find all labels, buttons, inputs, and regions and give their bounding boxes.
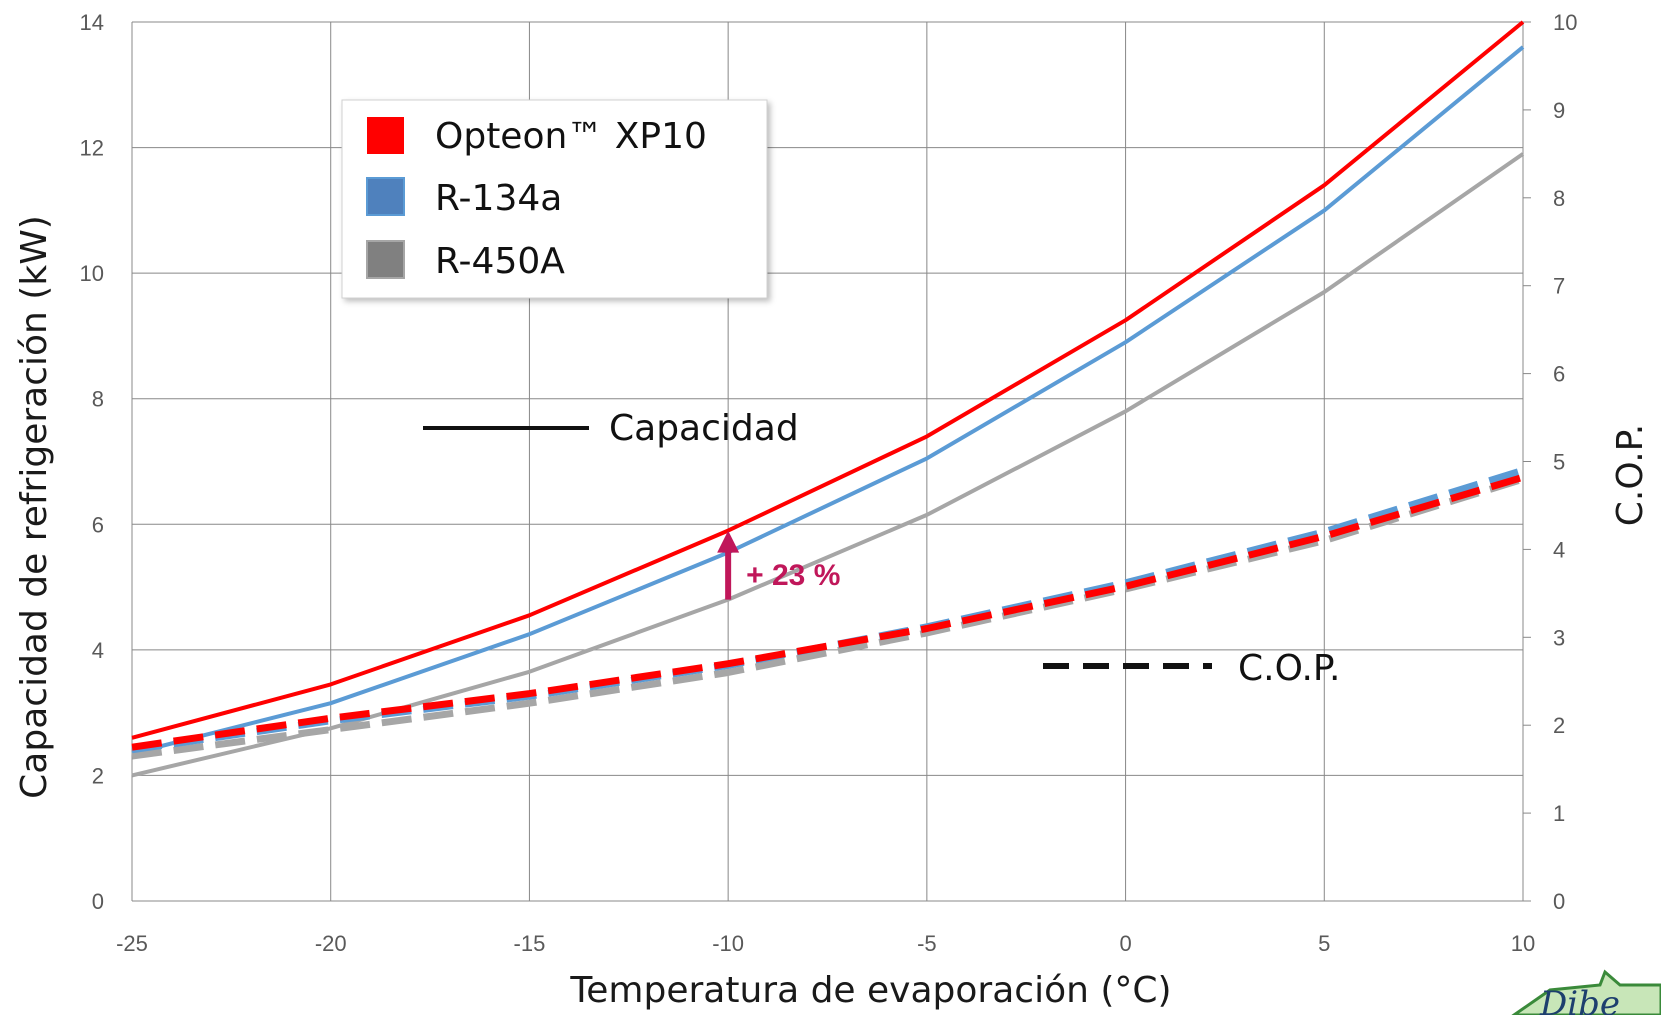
y-tick-label: 0	[92, 889, 104, 914]
y2-tick-label: 1	[1553, 801, 1565, 826]
x-tick-label: -20	[315, 931, 347, 956]
legend-swatch-r450a	[366, 240, 405, 279]
series-line-opteon-xp10-capacity	[131, 20, 1525, 740]
x-tick-label: 0	[1119, 931, 1131, 956]
logo-shape	[1511, 969, 1661, 1015]
legend: Opteon™ XP10 R-134a R-450A	[341, 99, 768, 299]
x-tick-label: -5	[917, 931, 937, 956]
legend-swatch-r134a	[366, 177, 405, 216]
legend-box	[341, 99, 768, 299]
x-tick-label: -15	[514, 931, 546, 956]
grid	[131, 21, 1524, 902]
legend-label-r134a: R-134a	[435, 178, 562, 219]
y2-tick-label: 9	[1553, 98, 1565, 123]
series-line-r-134a-capacity	[131, 45, 1525, 756]
series-line-r-134a-cop	[131, 466, 1525, 754]
y2-tick-label: 3	[1553, 625, 1565, 650]
y2-tick-label: 2	[1553, 713, 1565, 738]
y2-tick-label: 8	[1553, 186, 1565, 211]
x-tick-label: -25	[116, 931, 148, 956]
x-axis-title: Temperatura de evaporación (°C)	[569, 970, 1171, 1011]
y-tick-label: 14	[80, 10, 104, 35]
x-tick-label: -10	[712, 931, 744, 956]
y-tick-label: 8	[92, 387, 104, 412]
x-tick-label: 5	[1318, 931, 1330, 956]
series-line-opteon-xp10-cop	[131, 473, 1524, 751]
capacity-annotation: Capacidad	[609, 408, 799, 449]
y2-tick-label: 6	[1553, 362, 1565, 387]
y-axis-title: Capacidad de refrigeración (kW)	[14, 215, 55, 799]
series-line-r-450a-cop	[131, 475, 1525, 760]
series-group	[131, 20, 1525, 778]
left-axis-ticks: 0 2 4 6 8 10 12 14	[80, 10, 104, 914]
y-tick-label: 10	[80, 261, 104, 286]
right-axis-ticks: 0 1 2 3 4 5 6 7 8 9 10	[1523, 10, 1577, 914]
increase-arrow: + 23 %	[717, 530, 840, 600]
y2-tick-label: 4	[1553, 537, 1565, 562]
y-tick-label: 2	[92, 763, 104, 788]
y-tick-label: 6	[92, 512, 104, 537]
logo: Dibe	[1511, 969, 1661, 1015]
y2-tick-label: 5	[1553, 450, 1565, 475]
logo-text: Dibe	[1539, 984, 1620, 1015]
legend-label-r450a: R-450A	[435, 241, 565, 282]
x-tick-label: 10	[1511, 931, 1535, 956]
legend-swatch-opteon	[367, 117, 404, 154]
y2-tick-label: 0	[1553, 889, 1565, 914]
y2-tick-label: 10	[1553, 10, 1577, 35]
y2-axis-title: C.O.P.	[1610, 424, 1651, 526]
y2-tick-label: 7	[1553, 274, 1565, 299]
legend-label-opteon: Opteon™ XP10	[435, 116, 707, 157]
x-axis-ticks: -25 -20 -15 -10 -5 0 5 10	[116, 931, 1535, 956]
increase-label: + 23 %	[746, 559, 840, 592]
y-tick-label: 12	[80, 136, 104, 161]
y-tick-label: 4	[92, 638, 104, 663]
cop-annotation: C.O.P.	[1238, 648, 1340, 689]
increase-arrow-head	[717, 530, 740, 553]
